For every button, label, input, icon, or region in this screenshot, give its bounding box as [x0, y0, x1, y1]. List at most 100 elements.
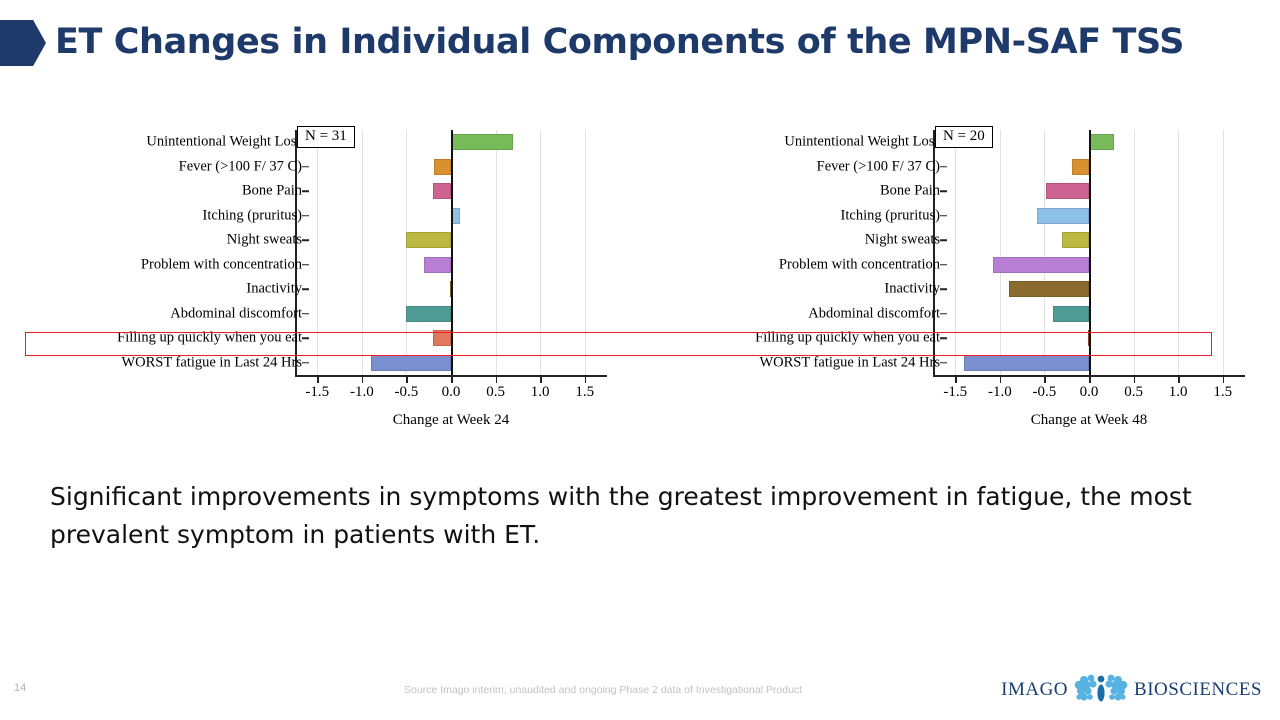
gridline — [1178, 130, 1180, 375]
category-label: Bone Pain — [879, 182, 940, 199]
category-label: Unintentional Weight Loss — [146, 133, 302, 150]
category-label: WORST fatigue in Last 24 Hrs — [759, 354, 940, 371]
category-tick — [302, 288, 309, 290]
category-label: Fever (>100 F/ 37 C) — [816, 158, 940, 175]
category-label: Inactivity — [884, 280, 940, 297]
category-label: Filling up quickly when you eat — [755, 329, 940, 346]
logo-biosciences-text: BIOSCIENCES — [1134, 679, 1262, 700]
x-axis-tick-label: -0.5 — [1032, 384, 1057, 400]
category-label: Night sweats — [226, 231, 302, 248]
x-axis-tick — [451, 376, 453, 383]
category-tick — [940, 190, 947, 192]
category-tick — [940, 337, 947, 339]
x-axis-tick-label: 1.0 — [1168, 384, 1188, 400]
plot-area — [295, 130, 607, 375]
x-axis-tick-label: 1.5 — [1213, 384, 1233, 400]
category-tick — [940, 313, 947, 315]
bar — [434, 158, 451, 175]
bar — [406, 305, 451, 322]
bar — [1072, 158, 1089, 175]
x-axis-tick-label: 0.0 — [441, 384, 461, 400]
x-axis-tick — [317, 376, 319, 383]
category-tick — [940, 239, 947, 241]
category-tick — [940, 264, 947, 266]
butterfly-icon — [1074, 674, 1128, 702]
value-axis-line — [295, 375, 607, 377]
bar — [1046, 183, 1089, 200]
title-accent-chevron-icon — [0, 20, 46, 66]
gridline — [1222, 130, 1224, 375]
bar — [433, 183, 451, 200]
bar — [992, 256, 1089, 273]
x-axis-tick — [540, 376, 542, 383]
category-label: Problem with concentration — [140, 256, 302, 273]
category-axis-spine — [933, 130, 935, 375]
x-axis-tick-label: -0.5 — [394, 384, 419, 400]
x-axis-tick-label: 0.5 — [1124, 384, 1143, 400]
x-axis-tick — [1133, 376, 1136, 383]
category-label: Itching (pruritus) — [202, 207, 302, 224]
x-axis-tick — [955, 376, 957, 383]
bar — [964, 354, 1089, 371]
category-label: Problem with concentration — [778, 256, 940, 273]
x-axis-tick — [1178, 376, 1180, 383]
category-tick — [302, 190, 309, 192]
chart-week-24: Unintentional Weight Loss Fever (>100 F/ … — [12, 120, 612, 440]
x-axis-tick — [584, 376, 587, 383]
bar — [433, 330, 451, 347]
gridline — [584, 130, 586, 375]
category-label: Unintentional Weight Loss — [784, 133, 940, 150]
category-tick — [302, 337, 309, 339]
bar — [1008, 281, 1089, 298]
category-label: Fever (>100 F/ 37 C) — [178, 158, 302, 175]
x-axis-tick — [361, 376, 364, 383]
x-axis-title: Change at Week 48 — [1030, 412, 1148, 428]
gridline — [955, 130, 957, 375]
x-axis-tick — [999, 376, 1002, 383]
x-axis-tick-label: -1.0 — [987, 384, 1012, 400]
source-note: Source Imago interim, unaudited and ongo… — [404, 684, 803, 696]
x-axis-tick — [1222, 376, 1225, 383]
category-tick — [302, 362, 309, 364]
category-tick — [940, 215, 947, 217]
bar — [451, 134, 514, 151]
x-axis-tick-label: 1.5 — [575, 384, 595, 400]
x-axis-tick-label: -1.5 — [305, 384, 330, 400]
slide-number: 14 — [14, 682, 27, 694]
x-axis-tick-label: -1.5 — [943, 384, 968, 400]
value-axis-line — [933, 375, 1245, 377]
category-tick — [940, 362, 947, 364]
x-axis-tick — [1044, 376, 1046, 383]
category-tick — [302, 313, 309, 315]
bar — [406, 232, 451, 249]
summary-text: Significant improvements in symptoms wit… — [50, 482, 1192, 549]
x-axis-title: Change at Week 24 — [392, 412, 510, 428]
x-axis-tick — [495, 376, 498, 383]
category-label: Night sweats — [864, 231, 940, 248]
company-logo: IMAGO BIOSCIENCES — [1001, 672, 1262, 708]
gridline — [999, 130, 1001, 375]
bar — [1062, 232, 1089, 249]
x-axis-tick-label: -1.0 — [349, 384, 374, 400]
sample-size-badge: N = 20 — [935, 126, 993, 148]
gridline — [361, 130, 363, 375]
sample-size-badge: N = 31 — [297, 126, 355, 148]
category-label: Filling up quickly when you eat — [117, 329, 302, 346]
bar — [1089, 134, 1114, 151]
category-label: Itching (pruritus) — [840, 207, 940, 224]
gridline — [317, 130, 319, 375]
zero-axis-line — [1089, 130, 1091, 375]
category-label: Abdominal discomfort — [808, 305, 940, 322]
category-tick — [940, 288, 947, 290]
x-axis-tick-label: 0.0 — [1079, 384, 1099, 400]
category-label: Abdominal discomfort — [170, 305, 302, 322]
gridline — [1044, 130, 1046, 375]
x-axis-tick-label: 1.0 — [530, 384, 550, 400]
bar — [1053, 305, 1089, 322]
plot-area — [933, 130, 1245, 375]
logo-imago-text: IMAGO — [1001, 679, 1069, 700]
chart-week-48: Unintentional Weight Loss Fever (>100 F/ … — [650, 120, 1250, 440]
category-tick — [302, 215, 309, 217]
bar — [370, 354, 451, 371]
x-axis-tick — [1089, 376, 1091, 383]
